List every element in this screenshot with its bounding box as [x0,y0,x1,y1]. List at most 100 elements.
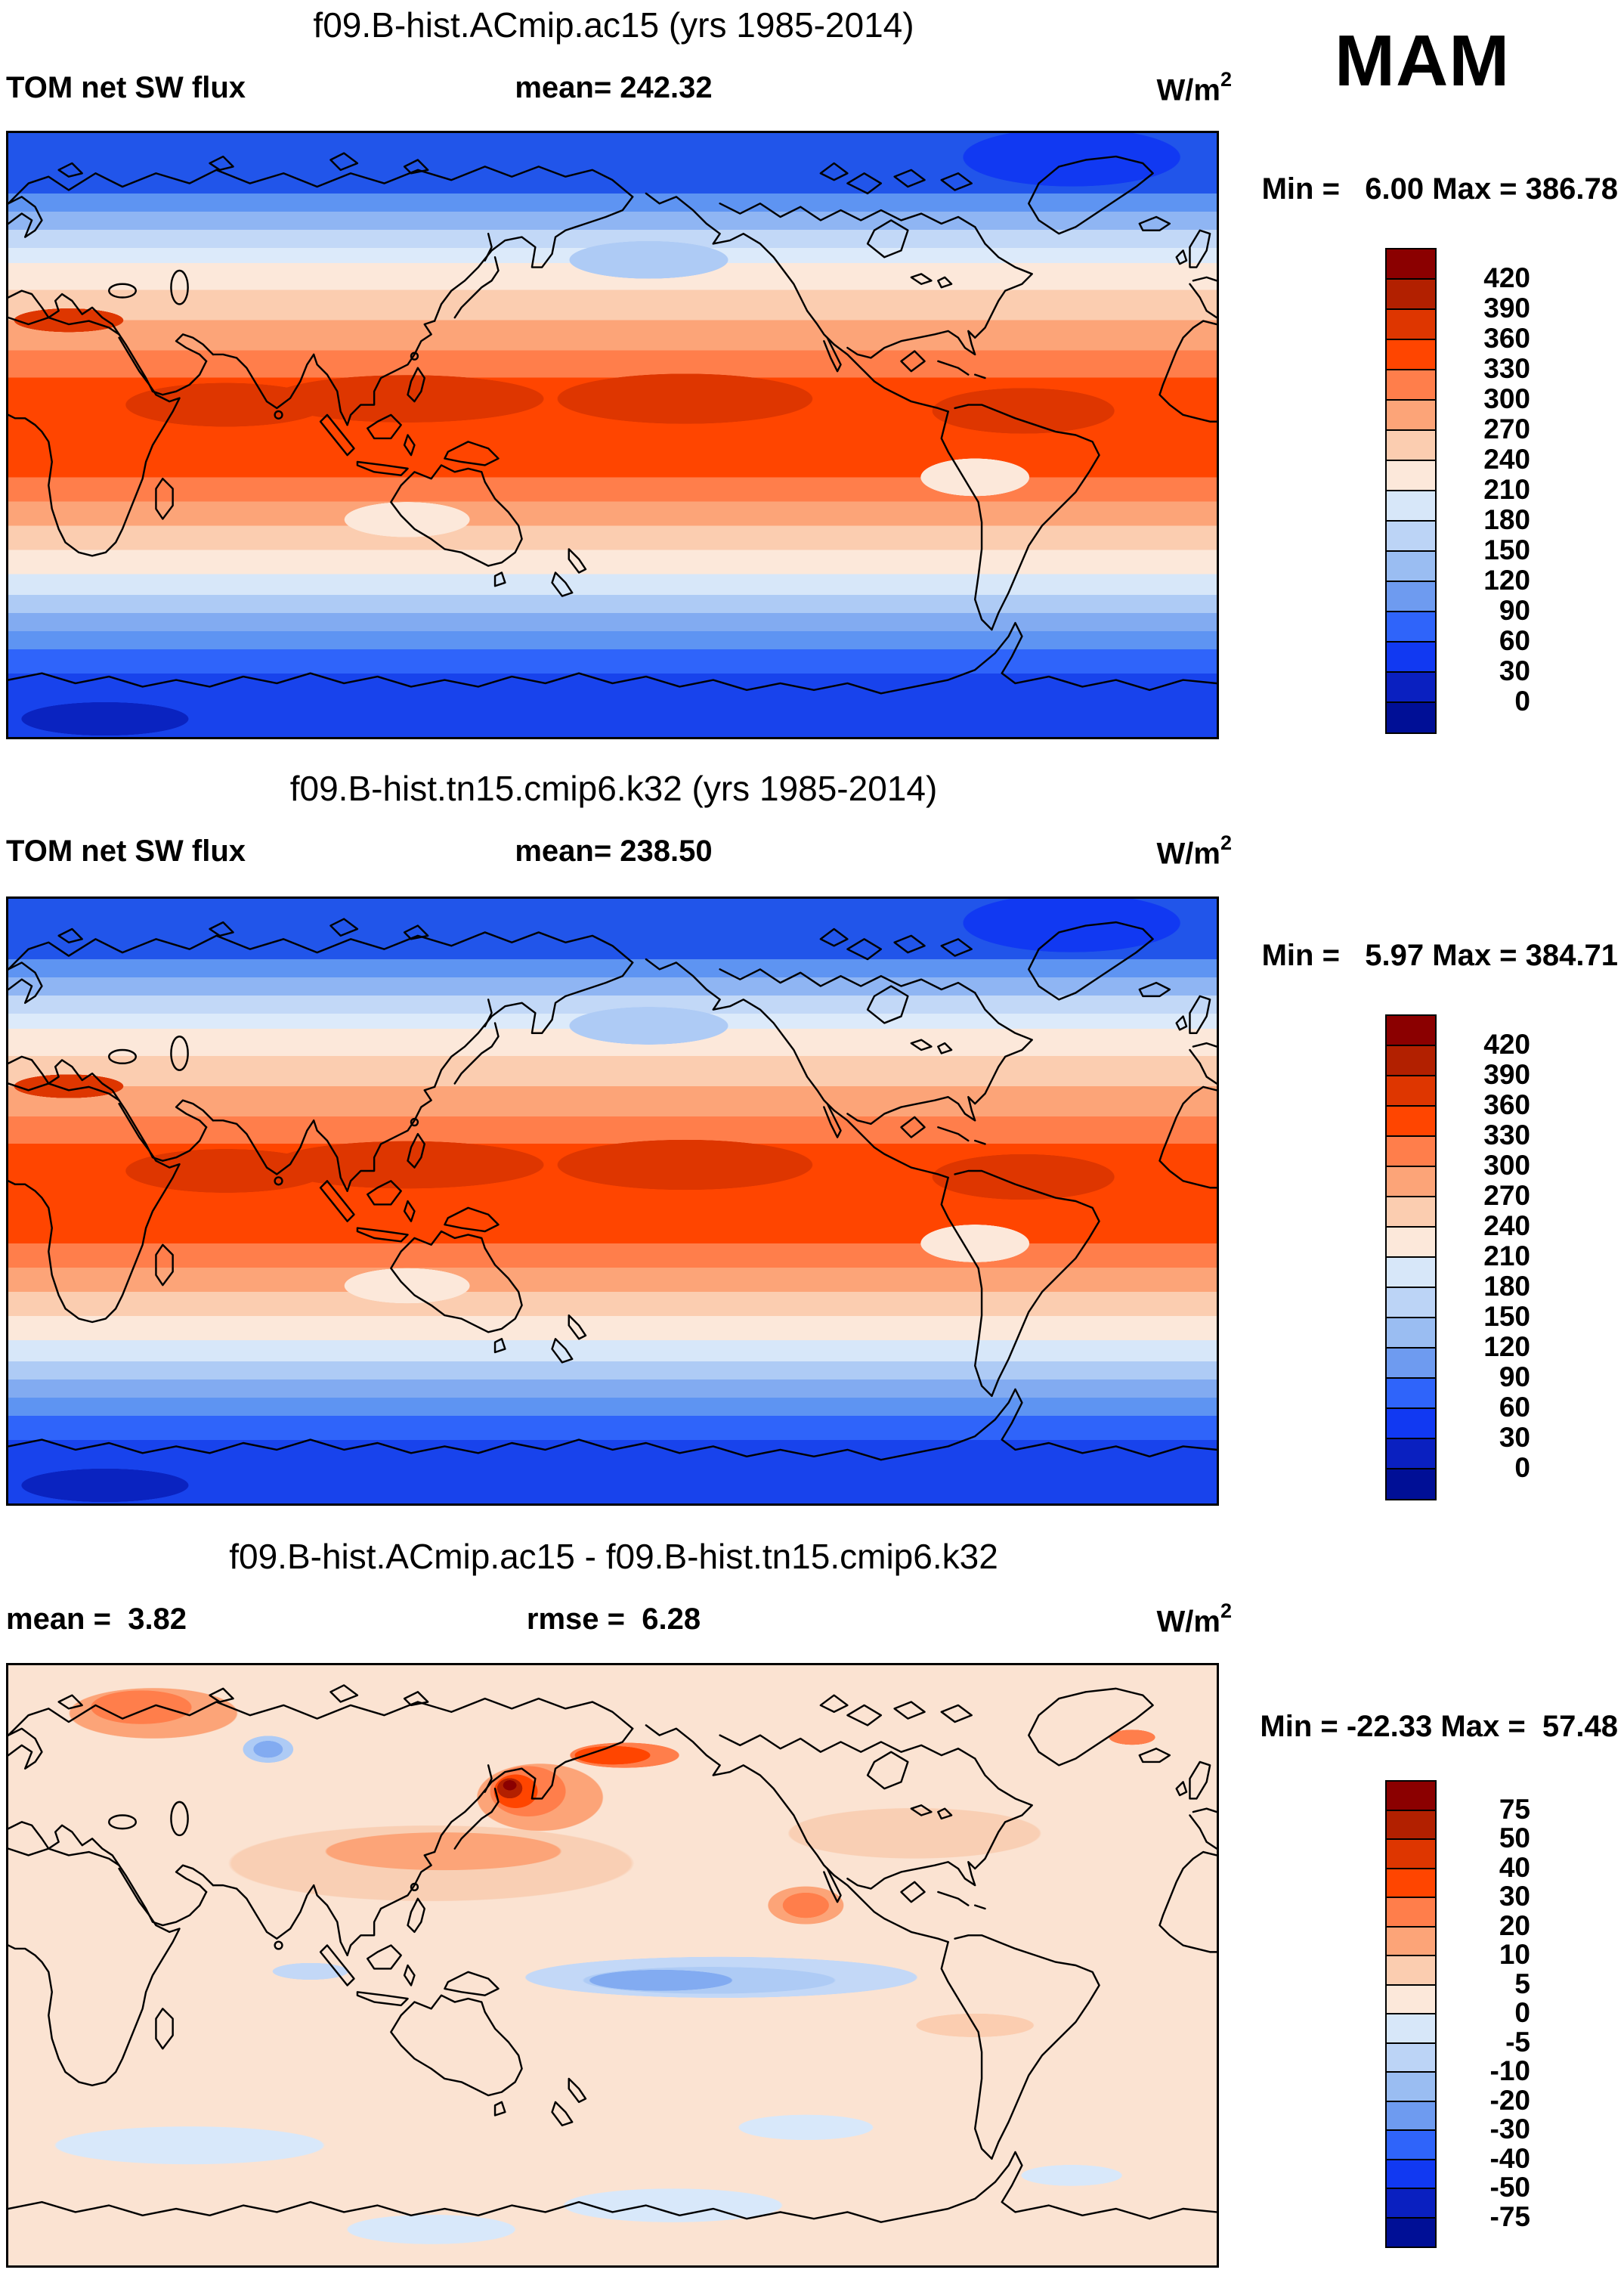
coastlines-overlay [8,152,1217,695]
colorbar-tick-label: 360 [1483,1089,1530,1120]
colorbar-tick-label: 0 [1514,1452,1530,1483]
colorbar-tick-label: 180 [1483,504,1530,535]
colorbar-cell [1385,429,1437,462]
colorbar-cell [1385,1075,1437,1107]
colorbar-cell [1385,1196,1437,1228]
panel2-title: f09.B-hist.tn15.cmip6.k32 (yrs 1985-2014… [289,769,938,808]
colorbar-cell [1385,1809,1437,1841]
colorbar-tick-label: 5 [1514,1968,1530,1999]
colorbar-cell [1385,1347,1437,1380]
units-base: W/m [1156,73,1220,107]
colorbar-tick-label: 180 [1483,1271,1530,1302]
colorbar-tick-label: 30 [1499,1881,1530,1912]
units-base: W/m [1156,837,1220,871]
colorbar-cell [1385,460,1437,492]
colorbar-cell [1385,2042,1437,2073]
colorbar-tick-label: 50 [1499,1822,1530,1853]
colorbar-cell [1385,1838,1437,1869]
colorbar-tick-label: 270 [1483,413,1530,444]
season-label: MAM [1335,20,1511,101]
colorbar-tick-label: -5 [1505,2026,1530,2058]
panel3-minmax: Min = -22.33 Max = 57.48 [1260,1710,1618,1743]
colorbar-cell [1385,2013,1437,2044]
colorbar-cell [1385,2129,1437,2160]
units-exponent: 2 [1220,1599,1232,1622]
colorbar-tick-label: 420 [1483,1029,1530,1060]
colorbar-tick-label: 40 [1499,1851,1530,1883]
colorbar-cell [1385,1897,1437,1928]
units-exponent: 2 [1220,68,1232,91]
panel1-variable-label: TOM net SW flux [6,71,246,104]
colorbar-tick-label: 0 [1514,1997,1530,2028]
world-map-difference [6,1663,1219,2268]
colorbar-cell [1385,2071,1437,2102]
colorbar-cell [1385,1377,1437,1410]
colorbar-tick-label: 420 [1483,262,1530,293]
colorbar-tick-label: 150 [1483,1301,1530,1332]
panel1-units-label: W/m2 [1156,68,1232,107]
colorbar-cell [1385,399,1437,432]
colorbar-cell [1385,671,1437,704]
colorbar-cell [1385,1226,1437,1259]
colorbar-cell [1385,1135,1437,1168]
colorbar-tick-label: 30 [1499,1422,1530,1453]
colorbar-cell [1385,1438,1437,1470]
colorbar-cell [1385,369,1437,401]
panel2-variable-label: TOM net SW flux [6,835,246,868]
panel3-colorbar: 75 50 40 30 20 10 5 0 -5 -10 -20 -30 -40 -50 -75 [1385,1780,1559,2248]
colorbar-tick-label: 0 [1514,686,1530,717]
colorbar-tick-label: -20 [1489,2084,1530,2116]
colorbar-cell [1385,1014,1437,1047]
panel1-minmax: Min = 6.00 Max = 386.78 [1261,172,1618,206]
colorbar-tick-label: -40 [1489,2142,1530,2174]
colorbar-tick-label: 240 [1483,1210,1530,1241]
colorbar-tick-label: 20 [1499,1909,1530,1941]
colorbar-cell [1385,1867,1437,1899]
colorbar-cell [1385,1407,1437,1440]
colorbar-cell [1385,550,1437,583]
colorbar-tick-label: 390 [1483,1059,1530,1090]
colorbar-tick-label: 60 [1499,1392,1530,1423]
colorbar-tick-label: 90 [1499,595,1530,626]
colorbar-tick-label: 390 [1483,293,1530,324]
colorbar-tick-label: -30 [1489,2113,1530,2144]
colorbar-cell [1385,701,1437,734]
colorbar-tick-label: 210 [1483,1240,1530,1271]
colorbar-cell [1385,641,1437,674]
colorbar-tick-label: 30 [1499,655,1530,686]
colorbar-tick-label: -10 [1489,2055,1530,2086]
panel3-units-label: W/m2 [1157,1599,1232,1639]
colorbar-tick-label: 210 [1483,474,1530,505]
colorbar-tick-label: 10 [1499,1939,1530,1970]
panel1-mean-stat: mean= 242.32 [515,71,713,104]
panel1-title: f09.B-hist.ACmip.ac15 (yrs 1985-2014) [313,5,914,45]
colorbar-cell [1385,1317,1437,1349]
colorbar-cell [1385,1045,1437,1077]
colorbar-cell [1385,1166,1437,1198]
panel3-mean-stat: mean = 3.82 [6,1602,187,1636]
colorbar-cell [1385,248,1437,280]
colorbar-tick-label: 240 [1483,444,1530,475]
world-map-case2 [6,896,1219,1506]
panel1-colorbar: 420 390 360 330 300 270 240 210 180 150 120 90 60 30 0 [1385,248,1559,734]
colorbar-cell [1385,611,1437,643]
colorbar-cell [1385,1287,1437,1319]
colorbar-tick-label: 270 [1483,1180,1530,1211]
colorbar-tick-label: 300 [1483,1150,1530,1181]
colorbar-tick-label: 120 [1483,565,1530,596]
colorbar-tick-label: 75 [1499,1793,1530,1825]
colorbar-tick-label: 330 [1483,1119,1530,1150]
colorbar-tick-label: 360 [1483,323,1530,354]
units-exponent: 2 [1220,831,1232,854]
colorbar-cell [1385,339,1437,371]
colorbar-tick-label: -50 [1489,2172,1530,2203]
colorbar-tick-label: 300 [1483,383,1530,414]
panel2-units-label: W/m2 [1156,831,1232,871]
colorbar-cell [1385,490,1437,522]
colorbar-cell [1385,2216,1437,2248]
panel3-rmse-stat: rmse = 6.28 [526,1602,701,1636]
colorbar-cell [1385,520,1437,553]
coastlines-overlay [8,918,1217,1461]
colorbar-cell [1385,1925,1437,1957]
